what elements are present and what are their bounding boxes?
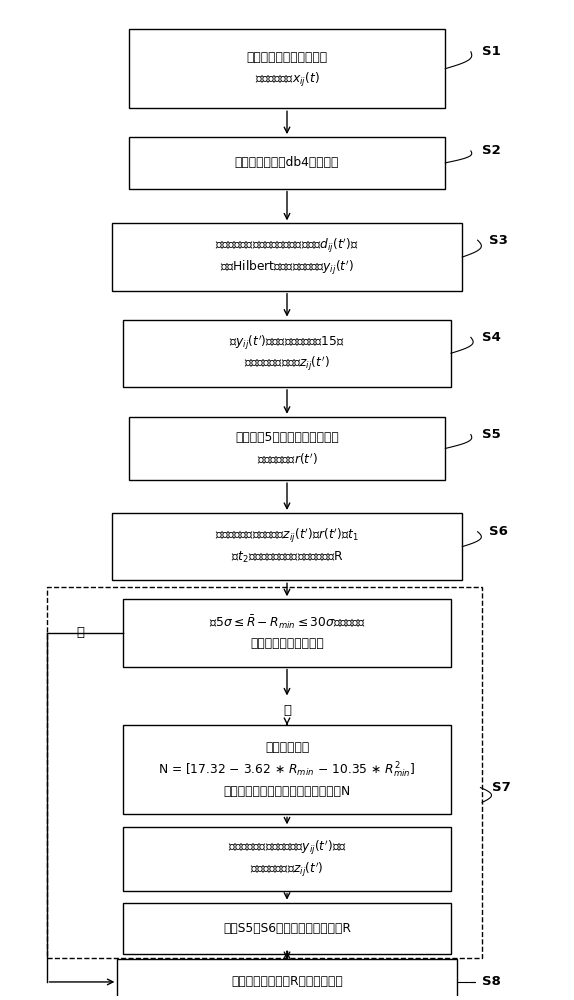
Bar (123, 320, 451, 387)
Bar (129, 29, 445, 108)
Bar (129, 417, 445, 480)
Text: N = [17.32 − 3.62 ∗ $R_{min}$ − 10.35 ∗ $R^2_{min}$]: N = [17.32 − 3.62 ∗ $R_{min}$ − 10.35 ∗ … (158, 760, 416, 780)
Text: S3: S3 (489, 234, 508, 247)
Bar (112, 223, 462, 291)
Text: 根据新的窗口大小，重新对$y_{ij}(t')$进行: 根据新的窗口大小，重新对$y_{ij}(t')$进行 (228, 839, 346, 857)
Text: 根据经验公式: 根据经验公式 (265, 741, 309, 754)
Text: 利用相关系数矩阵R进行灰度成像: 利用相关系数矩阵R进行灰度成像 (231, 975, 343, 988)
Text: 均值平滑滤波，得到$z_{ij}(t')$: 均值平滑滤波，得到$z_{ij}(t')$ (244, 355, 330, 373)
Text: S6: S6 (489, 525, 508, 538)
Bar (123, 827, 451, 891)
Text: 对回波信号进行db4小波分解: 对回波信号进行db4小波分解 (235, 156, 339, 169)
Bar (112, 513, 462, 580)
Text: S5: S5 (482, 428, 501, 441)
Text: 超声透射信号$x_{ij}(t)$: 超声透射信号$x_{ij}(t)$ (255, 71, 319, 89)
Text: 否: 否 (76, 626, 84, 639)
Text: 到$t_2$时间段内的相关系数，构成矩阵R: 到$t_2$时间段内的相关系数，构成矩阵R (231, 550, 343, 565)
Text: S1: S1 (482, 45, 501, 58)
Text: 利用Hilbert变换求其包络曲线$y_{ij}(t')$: 利用Hilbert变换求其包络曲线$y_{ij}(t')$ (220, 259, 354, 277)
Bar (123, 725, 451, 814)
Text: 接收扫描平面内每一点的: 接收扫描平面内每一点的 (246, 51, 328, 64)
Bar (129, 137, 445, 189)
Text: S7: S7 (492, 781, 510, 794)
Text: 平滑滤波，更新$z_{ij}(t')$: 平滑滤波，更新$z_{ij}(t')$ (250, 861, 324, 879)
Text: 以$5\sigma \leq \bar{R} - R_{min} \leq 30\sigma$为条件判断: 以$5\sigma \leq \bar{R} - R_{min} \leq 30… (208, 613, 366, 631)
Text: 对$y_{ij}(t')$进行窗口大小固定为15的: 对$y_{ij}(t')$进行窗口大小固定为15的 (229, 333, 345, 352)
Bar (123, 903, 451, 954)
Bar (117, 959, 457, 1000)
Text: S8: S8 (482, 975, 501, 988)
Text: S2: S2 (482, 144, 501, 157)
Text: 是否只存在小尺寸缺陷: 是否只存在小尺寸缺陷 (250, 637, 324, 650)
Text: 选取探头中心频率所在子频带小波系数$d_{ij}(t')$，: 选取探头中心频率所在子频带小波系数$d_{ij}(t')$， (215, 237, 359, 255)
Bar (46, 587, 482, 958)
Text: 是: 是 (283, 704, 291, 717)
Text: 选取边缘5点的小波包络均值，: 选取边缘5点的小波包络均值， (235, 431, 339, 444)
Text: S4: S4 (482, 331, 501, 344)
Text: 重复S5与S6，更新相关系数矩阵R: 重复S5与S6，更新相关系数矩阵R (223, 922, 351, 935)
Text: 作为参考信号$r(t')$: 作为参考信号$r(t')$ (257, 452, 317, 467)
Text: 自适应计算均值平滑滤波的窗口大小N: 自适应计算均值平滑滤波的窗口大小N (223, 785, 351, 798)
Bar (123, 599, 451, 667)
Text: 计算扫描平面中每一点的$z_{ij}(t')$与$r(t')$在$t_1$: 计算扫描平面中每一点的$z_{ij}(t')$与$r(t')$在$t_1$ (215, 526, 359, 545)
